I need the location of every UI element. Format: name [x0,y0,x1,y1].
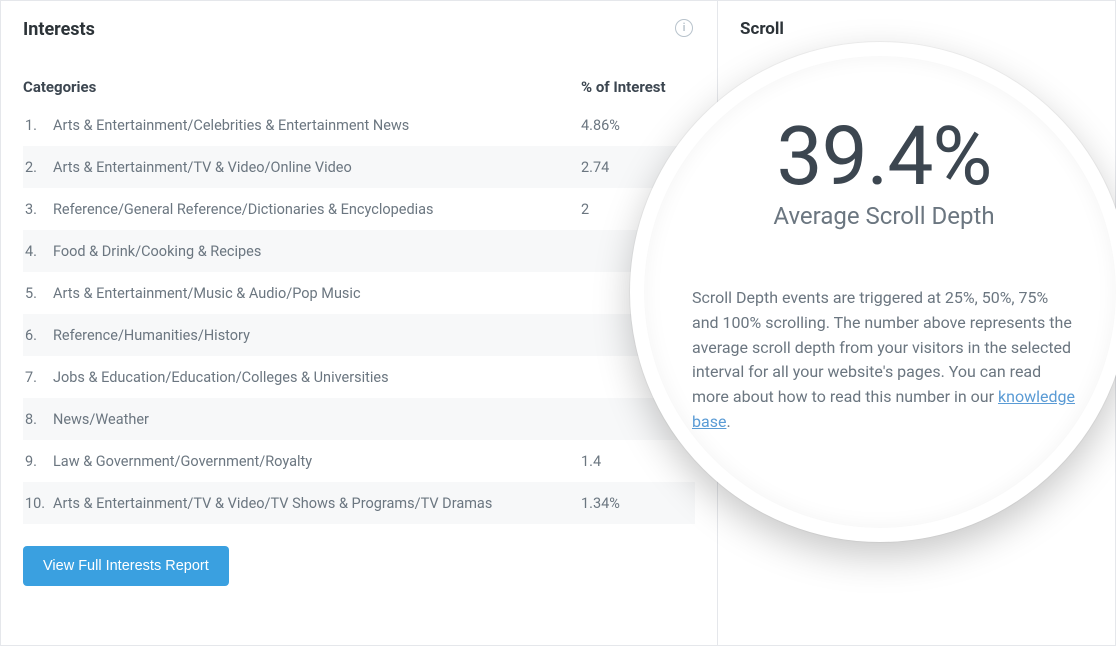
row-number: 4. [23,243,53,260]
scroll-title: Scroll [740,19,1093,39]
column-header-percent: % of Interest [581,78,695,96]
row-number: 6. [23,327,53,344]
row-number: 5. [23,285,53,302]
interests-column-headers: Categories % of Interest [23,78,695,96]
row-category: Jobs & Education/Education/Colleges & Un… [53,369,581,386]
table-row[interactable]: 9.Law & Government/Government/Royalty1.4 [23,440,695,482]
row-percent: 1.34% [581,495,695,512]
row-category: Arts & Entertainment/TV & Video/TV Shows… [53,495,581,512]
row-number: 9. [23,453,53,470]
row-category: Reference/General Reference/Dictionaries… [53,201,581,218]
interests-panel: Interests i Categories % of Interest 1.A… [0,0,718,646]
scroll-depth-magnifier: 39.4% Average Scroll Depth Scroll Depth … [630,42,1116,542]
row-category: Reference/Humanities/History [53,327,581,344]
table-row[interactable]: 6.Reference/Humanities/History [23,314,695,356]
interests-rows: 1.Arts & Entertainment/Celebrities & Ent… [23,104,695,524]
scroll-depth-description-post: . [726,412,730,431]
row-number: 1. [23,117,53,134]
row-category: Arts & Entertainment/TV & Video/Online V… [53,159,581,176]
row-number: 7. [23,369,53,386]
view-full-report-button[interactable]: View Full Interests Report [23,546,229,586]
scroll-depth-description: Scroll Depth events are triggered at 25%… [692,286,1076,435]
row-category: Law & Government/Government/Royalty [53,453,581,470]
row-category: Arts & Entertainment/Celebrities & Enter… [53,117,581,134]
interests-title: Interests [23,19,695,40]
row-category: News/Weather [53,411,581,428]
row-number: 8. [23,411,53,428]
table-row[interactable]: 2.Arts & Entertainment/TV & Video/Online… [23,146,695,188]
scroll-depth-label: Average Scroll Depth [692,202,1076,230]
table-row[interactable]: 8.News/Weather [23,398,695,440]
table-row[interactable]: 10.Arts & Entertainment/TV & Video/TV Sh… [23,482,695,524]
table-row[interactable]: 3.Reference/General Reference/Dictionari… [23,188,695,230]
scroll-depth-value: 39.4% [692,116,1076,198]
row-number: 10. [23,495,53,512]
table-row[interactable]: 4.Food & Drink/Cooking & Recipes [23,230,695,272]
table-row[interactable]: 1.Arts & Entertainment/Celebrities & Ent… [23,104,695,146]
row-number: 2. [23,159,53,176]
table-row[interactable]: 7.Jobs & Education/Education/Colleges & … [23,356,695,398]
row-category: Arts & Entertainment/Music & Audio/Pop M… [53,285,581,302]
info-icon[interactable]: i [675,19,693,37]
row-percent: 1.4 [581,453,695,470]
row-percent: 4.86% [581,117,695,134]
column-header-categories: Categories [23,78,581,96]
row-number: 3. [23,201,53,218]
row-category: Food & Drink/Cooking & Recipes [53,243,581,260]
table-row[interactable]: 5.Arts & Entertainment/Music & Audio/Pop… [23,272,695,314]
